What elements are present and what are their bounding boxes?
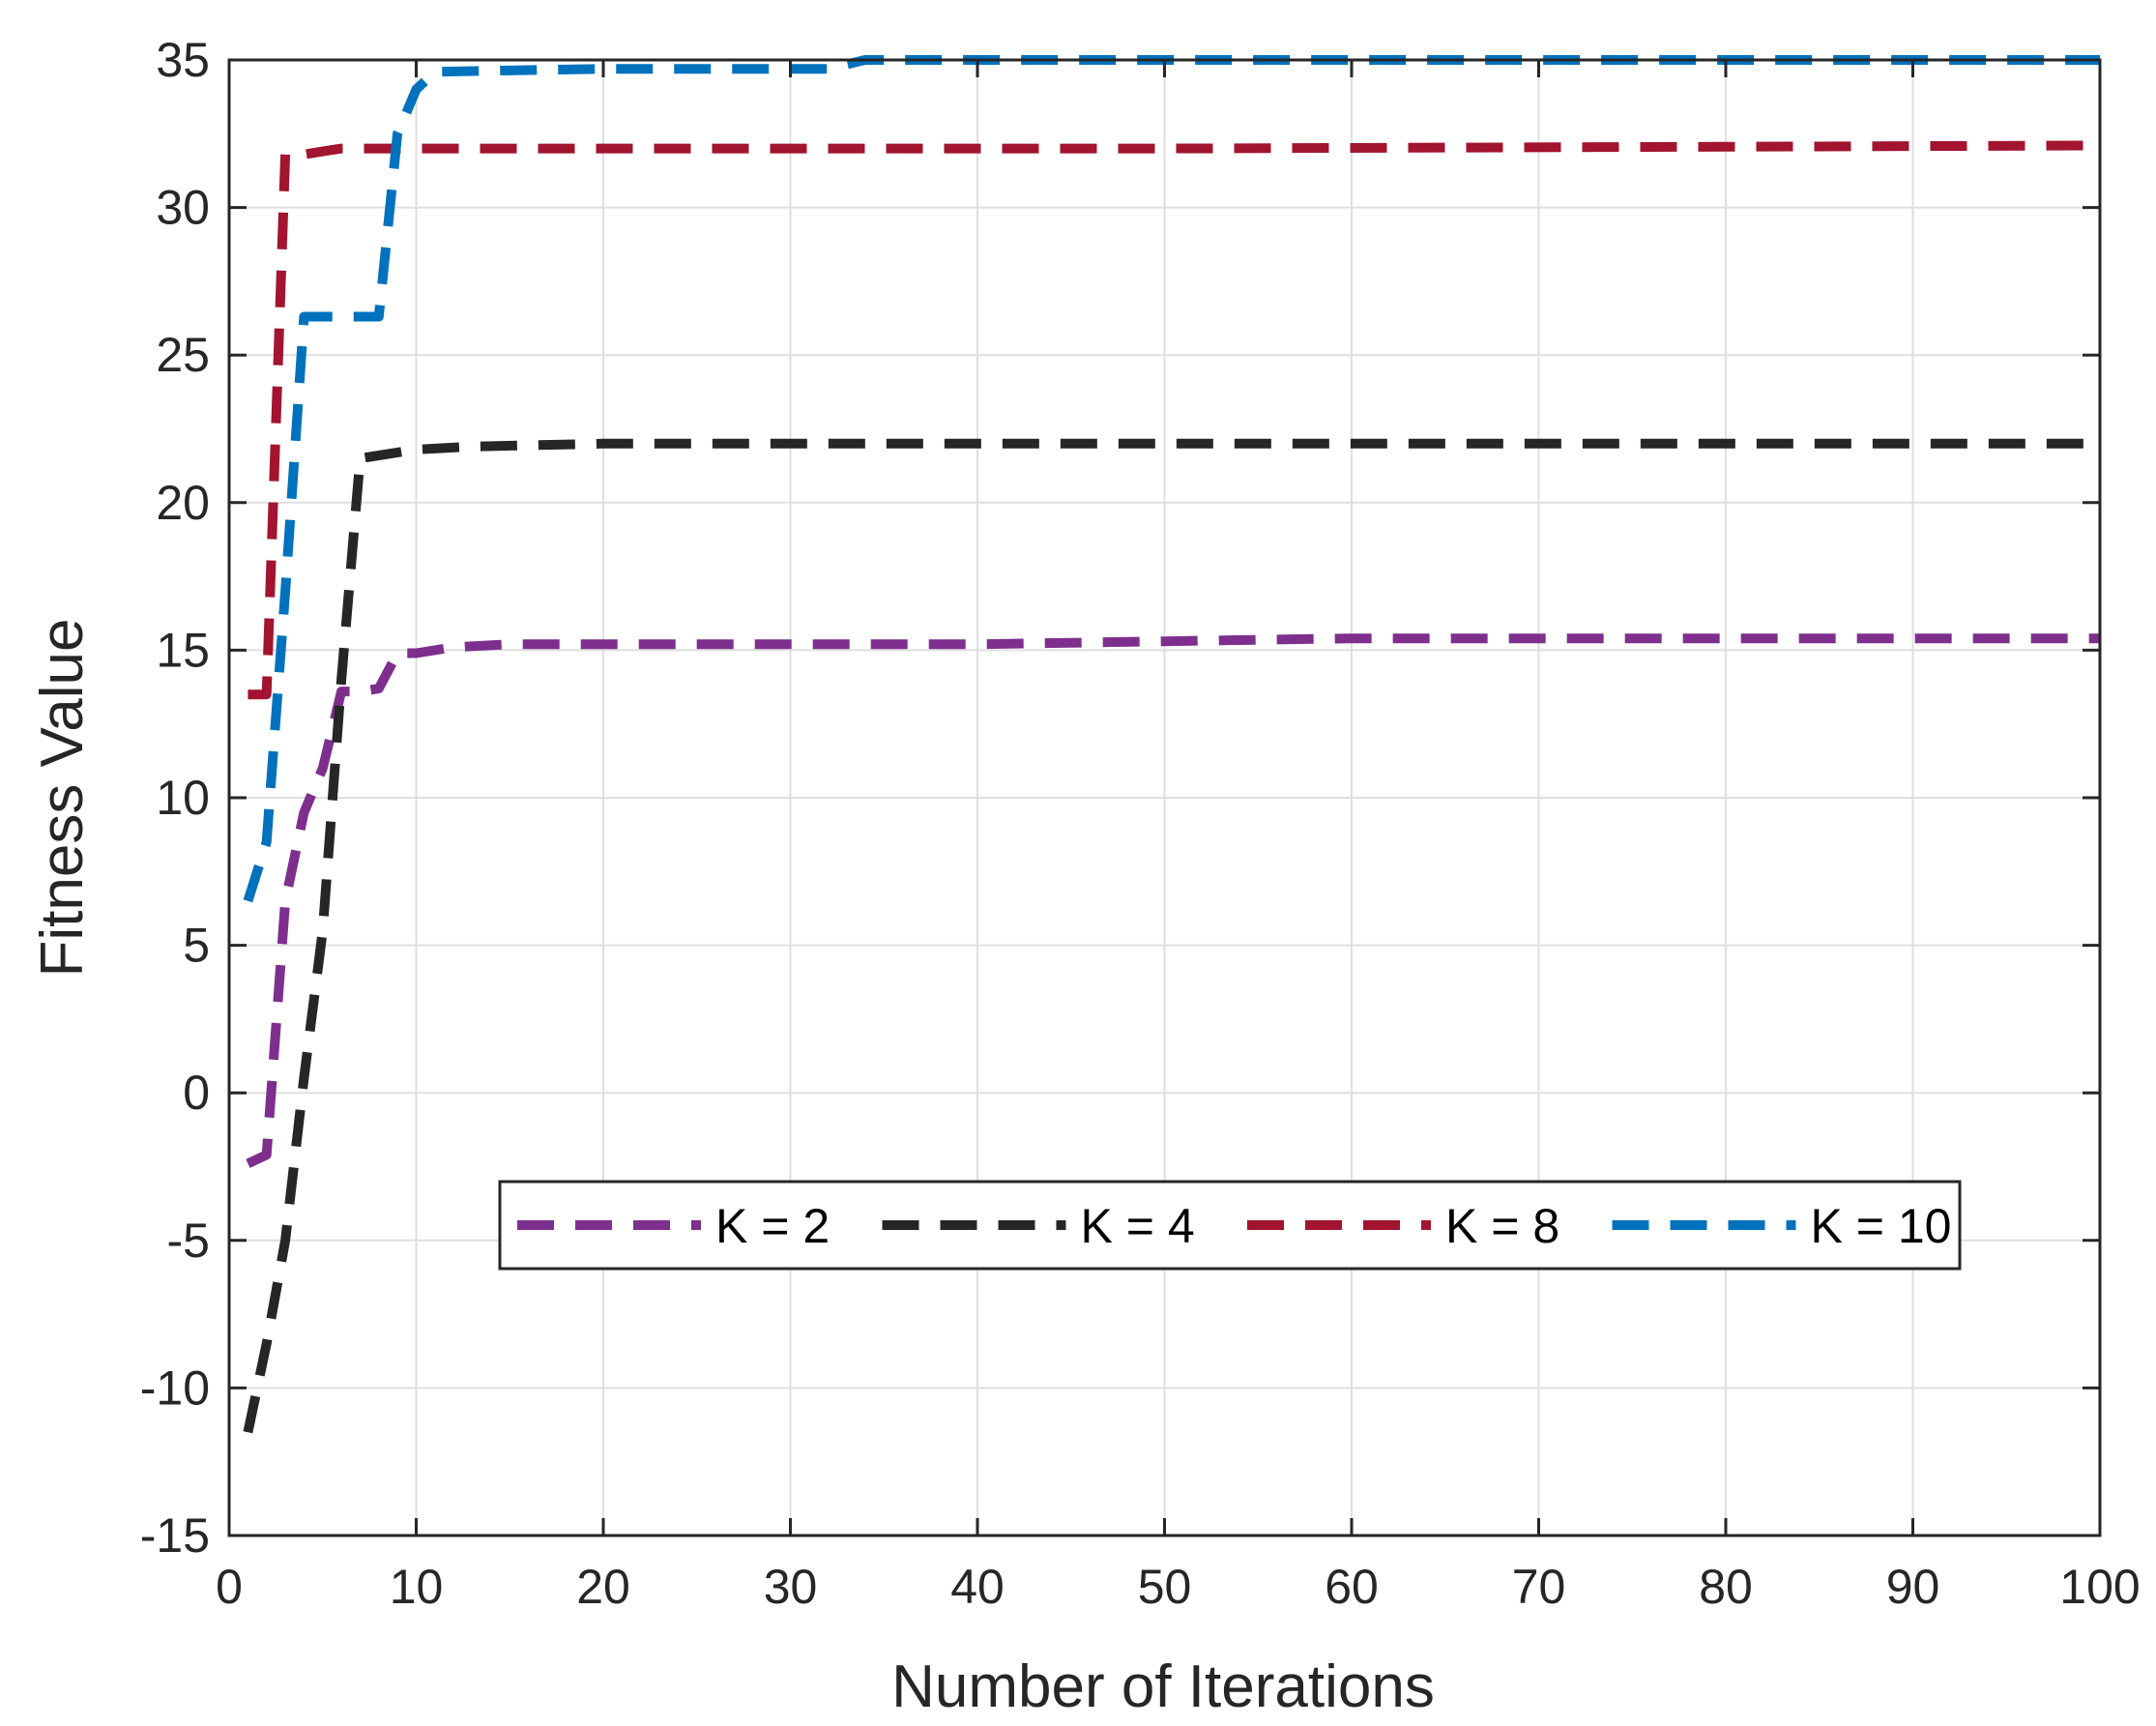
series-line-2 (243, 438, 2100, 1434)
y-tick-label: 5 (183, 919, 210, 973)
x-tick-label: 90 (1886, 1560, 1940, 1614)
x-tick-label: 100 (2059, 1560, 2140, 1614)
x-tick-label: 70 (1512, 1560, 1566, 1614)
y-tick-label: 20 (156, 476, 210, 530)
y-tick-label: -15 (140, 1508, 210, 1563)
plot-series (243, 55, 2101, 1434)
axes (227, 58, 2102, 1537)
x-tick-label: 30 (764, 1560, 818, 1614)
legend-label-1: K = 2 (715, 1199, 830, 1253)
x-tick-label: 40 (950, 1560, 1005, 1614)
x-tick-label: 0 (216, 1560, 243, 1614)
y-axis-title: Fitness Value (29, 618, 96, 977)
y-tick-label: 0 (183, 1066, 210, 1120)
y-tick-label: 10 (156, 771, 210, 825)
x-tick-label: 10 (390, 1560, 444, 1614)
y-tick-label: -5 (167, 1214, 210, 1268)
x-axis-title: Number of Iterations (891, 1653, 1435, 1720)
series-line-1 (246, 633, 2100, 1168)
legend: K = 2 K = 4 K = 8 K = 10 (498, 1180, 1962, 1271)
legend-label-2: K = 4 (1081, 1199, 1195, 1253)
x-tick-label: 60 (1325, 1560, 1379, 1614)
x-tick-label: 50 (1138, 1560, 1192, 1614)
y-tick-label: 15 (156, 623, 210, 677)
x-tick-labels: 0 10 20 30 40 50 60 70 80 90 100 (216, 1560, 2141, 1614)
legend-label-3: K = 8 (1445, 1199, 1559, 1253)
y-tick-label: -10 (140, 1360, 210, 1415)
legend-box (498, 1180, 1962, 1271)
x-tick-label: 80 (1699, 1560, 1753, 1614)
y-tick-labels: -15 -10 -5 0 5 10 15 20 25 30 35 (140, 33, 210, 1563)
x-tick-label: 20 (576, 1560, 630, 1614)
series-line-4 (243, 55, 2100, 903)
y-tick-label: 30 (156, 181, 210, 235)
y-tick-label: 25 (156, 328, 210, 382)
series-line-3 (248, 140, 2101, 700)
legend-label-4: K = 10 (1811, 1199, 1952, 1253)
y-tick-label: 35 (156, 33, 210, 87)
